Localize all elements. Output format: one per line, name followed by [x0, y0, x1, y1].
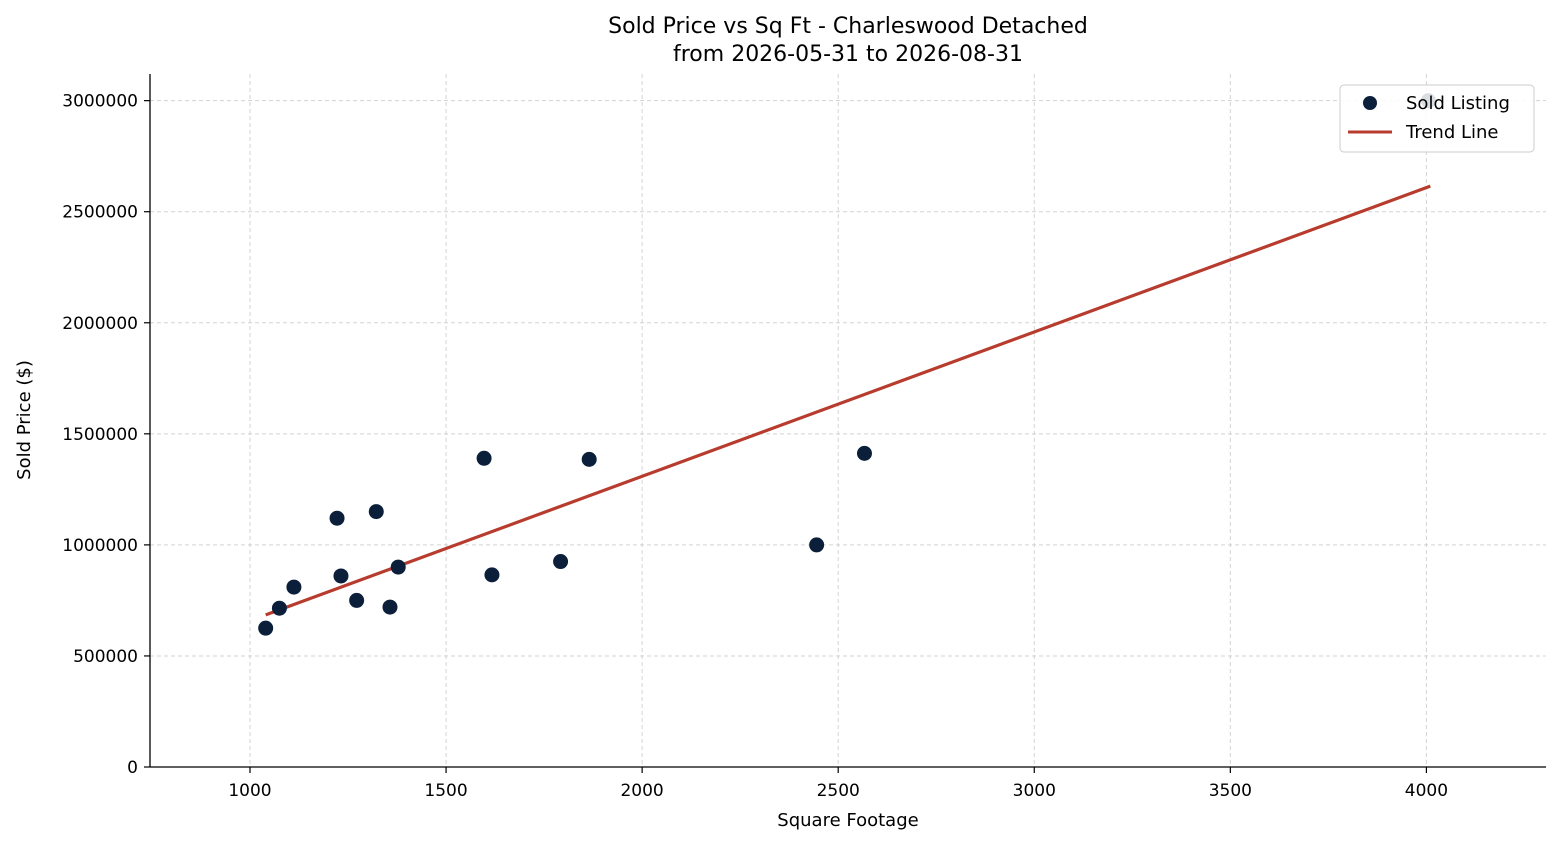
trend-line — [265, 184, 1431, 617]
legend: Sold Listing Trend Line — [1339, 84, 1535, 153]
sold-listing-point — [484, 567, 500, 583]
x-tick-label: 3500 — [1209, 781, 1252, 801]
sold-listing-point — [856, 445, 872, 461]
axis-ticks: 1000 1500 2000 2500 3000 3500 4000 0 500000 10000… — [62, 92, 1448, 801]
x-tick-label: 1500 — [424, 781, 467, 801]
sold-listing-point — [258, 620, 274, 636]
sold-listing-point — [382, 599, 398, 615]
x-tick-label: 1000 — [228, 781, 271, 801]
sold-listing-point — [390, 559, 406, 575]
y-tick-label: 1500000 — [62, 425, 138, 445]
sold-listing-point — [271, 600, 287, 616]
y-tick-label: 2000000 — [62, 314, 138, 334]
sold-listing-point — [476, 450, 492, 466]
x-tick-label: 2500 — [817, 781, 860, 801]
y-tick-label: 0 — [127, 758, 138, 778]
sold-listing-point — [349, 592, 365, 608]
sold-listing-point — [329, 510, 345, 526]
chart-title-line1: Sold Price vs Sq Ft - Charleswood Detach… — [608, 14, 1088, 39]
sold-listing-series — [258, 93, 1436, 636]
legend-label-sold-listing: Sold Listing — [1406, 93, 1510, 114]
chart-title-line2: from 2026-05-31 to 2026-08-31 — [673, 42, 1023, 67]
x-tick-label: 3000 — [1013, 781, 1056, 801]
x-tick-label: 4000 — [1405, 781, 1448, 801]
sold-listing-point — [553, 554, 569, 570]
y-axis-label: Sold Price ($) — [14, 360, 35, 480]
y-tick-label: 500000 — [73, 647, 138, 667]
y-tick-label: 1000000 — [62, 536, 138, 556]
sold-listing-point — [809, 537, 825, 553]
sold-listing-point — [581, 451, 597, 467]
x-axis-label: Square Footage — [777, 810, 918, 831]
legend-marker-sold-listing — [1363, 96, 1377, 110]
legend-label-trend-line: Trend Line — [1405, 122, 1499, 143]
sold-listing-point — [368, 504, 384, 520]
x-tick-label: 2000 — [620, 781, 663, 801]
sold-listing-point — [333, 568, 349, 584]
y-tick-label: 3000000 — [62, 92, 138, 112]
grid — [150, 74, 1546, 767]
legend-box — [1339, 84, 1535, 153]
sold-listing-point — [286, 579, 302, 595]
y-tick-label: 2500000 — [62, 203, 138, 223]
trend-line-series — [265, 184, 1431, 617]
